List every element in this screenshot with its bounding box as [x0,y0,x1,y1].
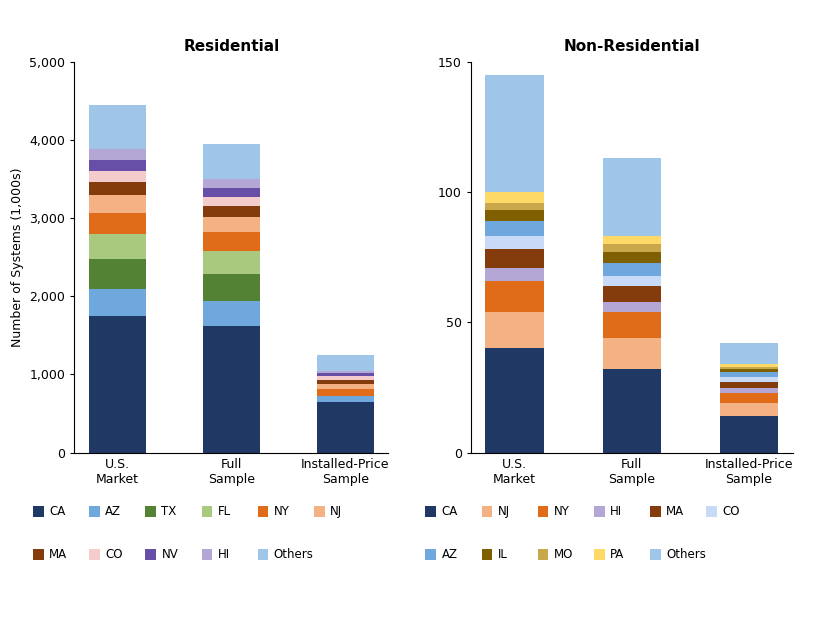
Bar [202,232,260,251]
Bar [486,236,544,249]
Bar [486,210,544,221]
Bar [202,188,260,197]
Text: Others: Others [273,549,314,561]
Text: CO: CO [722,505,740,518]
Bar [486,221,544,236]
Text: CA: CA [49,505,65,518]
Text: PA: PA [610,549,624,561]
Bar [603,370,661,453]
Bar [317,384,374,389]
Bar [719,403,778,416]
Bar [88,213,145,234]
Bar [719,372,778,377]
Text: CO: CO [105,549,123,561]
Text: HI: HI [610,505,622,518]
Bar [719,366,778,370]
Bar [486,312,544,348]
Bar [603,252,661,262]
Bar [719,370,778,372]
Bar [719,343,778,364]
Bar [486,268,544,281]
Title: Non-Residential: Non-Residential [563,39,700,54]
Bar [202,251,260,273]
Bar [202,206,260,216]
Bar [719,392,778,403]
Bar [486,281,544,312]
Text: Cumulative PV Installs through 2023 (thousands): Cumulative PV Installs through 2023 (tho… [12,25,510,43]
Text: NJ: NJ [497,505,510,518]
Text: MO: MO [553,549,573,561]
Bar [719,377,778,383]
Bar [88,182,145,195]
Bar [317,376,374,380]
Text: AZ: AZ [105,505,121,518]
Text: Others: Others [666,549,706,561]
Bar [88,259,145,288]
Bar [486,249,544,268]
Bar [202,144,260,179]
Bar [719,364,778,366]
Bar [88,234,145,259]
Bar [486,203,544,210]
Bar [202,197,260,206]
Text: HI: HI [217,549,230,561]
Bar [603,158,661,236]
Title: Residential: Residential [183,39,279,54]
Bar [88,316,145,453]
Bar [88,105,145,149]
Bar [317,396,374,402]
Bar [202,326,260,453]
Bar [317,371,374,373]
Bar [603,312,661,338]
Bar [317,389,374,396]
Y-axis label: Number of Systems (1,000s): Number of Systems (1,000s) [11,167,24,347]
Bar [202,273,260,301]
Bar [88,171,145,182]
Text: NJ: NJ [330,505,342,518]
Bar [603,275,661,286]
Text: MA: MA [666,505,684,518]
Bar [202,301,260,326]
Bar [317,355,374,371]
Bar [88,195,145,213]
Text: IL: IL [497,549,507,561]
Bar [88,288,145,316]
Bar [719,416,778,453]
Text: TX: TX [161,505,177,518]
Bar [719,383,778,388]
Bar [202,179,260,188]
Bar [486,348,544,453]
Text: CA: CA [441,505,458,518]
Text: MA: MA [49,549,67,561]
Bar [603,262,661,275]
Bar [88,149,145,159]
Bar [719,388,778,392]
Bar [88,159,145,171]
Bar [317,373,374,376]
Text: NY: NY [273,505,290,518]
Bar [603,286,661,301]
Bar [603,338,661,370]
Bar [603,236,661,244]
Bar [486,75,544,192]
Bar [317,402,374,453]
Text: AZ: AZ [441,549,458,561]
Text: NV: NV [161,549,178,561]
Bar [603,244,661,252]
Text: NY: NY [553,505,570,518]
Bar [317,380,374,384]
Bar [486,192,544,203]
Bar [202,216,260,232]
Bar [603,301,661,312]
Text: FL: FL [217,505,230,518]
